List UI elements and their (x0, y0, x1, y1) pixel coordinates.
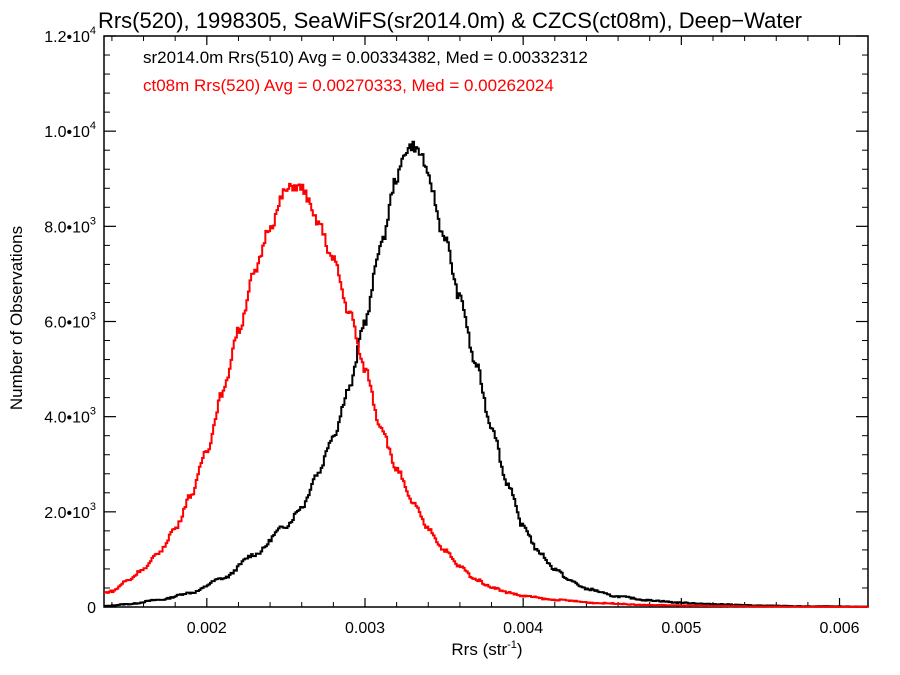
y-tick-exponent: 3 (90, 406, 96, 418)
y-tick-label: 6.0•103 (44, 311, 96, 332)
y-tick-exponent: 4 (90, 25, 96, 37)
y-tick-label: 1.0•104 (44, 120, 96, 141)
y-tick-label: 8.0•103 (44, 215, 96, 236)
y-axis-label: Number of Observations (7, 226, 26, 410)
y-tick-mantissa: 1.2•10 (44, 29, 90, 46)
y-tick-label: 2.0•103 (44, 501, 96, 522)
y-tick-exponent: 3 (90, 311, 96, 323)
y-tick-mantissa: 0 (87, 600, 96, 617)
y-tick-mantissa: 4.0•10 (44, 410, 90, 427)
y-tick-label: 1.2•104 (44, 25, 96, 46)
x-axis: 0.002 0.003 0.004 0.005 0.006 (111, 36, 860, 637)
x-axis-label: Rrs (str-1) (451, 639, 522, 659)
chart-title: Rrs(520), 1998305, SeaWiFS(sr2014.0m) & … (98, 8, 802, 33)
legend-entry-ct08m: ct08m Rrs(520) Avg = 0.00270333, Med = 0… (143, 76, 554, 95)
series-line-1 (104, 182, 869, 608)
x-tick-label: 0.006 (820, 620, 860, 637)
y-tick-mantissa: 8.0•10 (44, 219, 90, 236)
x-axis-label-sup: -1 (507, 639, 517, 651)
legend: sr2014.0m Rrs(510) Avg = 0.00334382, Med… (143, 48, 588, 95)
y-tick-exponent: 3 (90, 215, 96, 227)
series-group (104, 140, 869, 608)
legend-entry-sr2014: sr2014.0m Rrs(510) Avg = 0.00334382, Med… (143, 48, 588, 67)
y-axis: 02.0•1034.0•1036.0•1038.0•1031.0•1041.2•… (44, 25, 868, 617)
x-tick-label: 0.003 (345, 620, 385, 637)
y-tick-exponent: 3 (90, 501, 96, 513)
x-tick-label: 0.002 (187, 620, 227, 637)
y-tick-label: 0 (87, 600, 96, 617)
series-line-0 (104, 140, 869, 608)
y-tick-mantissa: 1.0•10 (44, 124, 90, 141)
y-tick-label: 4.0•103 (44, 406, 96, 427)
y-tick-mantissa: 6.0•10 (44, 315, 90, 332)
x-tick-label: 0.005 (661, 620, 701, 637)
plot-frame (103, 35, 869, 608)
y-tick-exponent: 4 (90, 120, 96, 132)
x-axis-label-close: ) (517, 640, 523, 659)
x-tick-label: 0.004 (503, 620, 543, 637)
x-axis-label-main: Rrs (str (451, 640, 507, 659)
y-tick-mantissa: 2.0•10 (44, 505, 90, 522)
